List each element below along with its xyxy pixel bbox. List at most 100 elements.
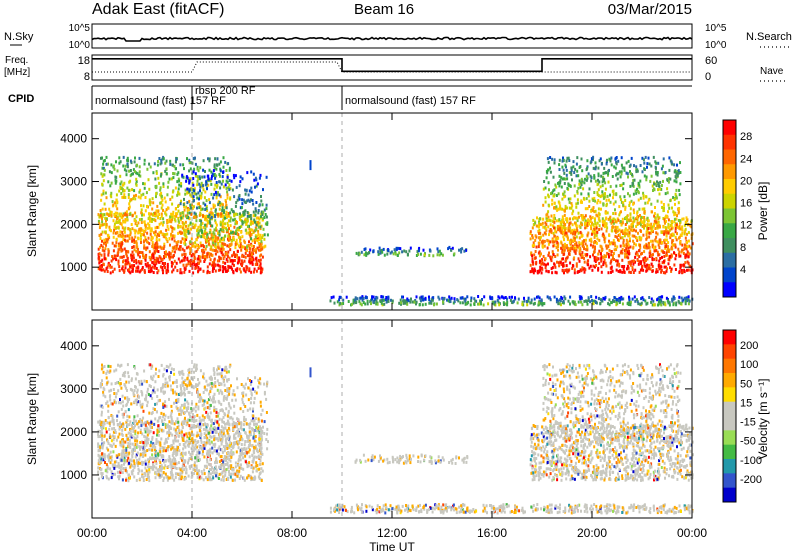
- range-gate-cell: [217, 268, 220, 272]
- range-gate-cell: [564, 228, 567, 232]
- range-gate-cell: [136, 163, 138, 167]
- range-gate-cell: [635, 250, 638, 254]
- range-gate-cell: [620, 295, 623, 299]
- range-gate-cell: [202, 245, 205, 249]
- range-gate-cell: [538, 296, 541, 300]
- range-gate-cell: [514, 296, 516, 300]
- range-gate-cell: [587, 263, 590, 267]
- range-gate-cell: [532, 218, 535, 222]
- range-gate-cell: [667, 241, 670, 245]
- range-gate-cell: [618, 213, 621, 217]
- range-gate-cell: [642, 191, 645, 195]
- range-gate-cell: [244, 247, 247, 250]
- range-gate-cell: [630, 225, 633, 229]
- range-gate-cell: [169, 162, 172, 166]
- range-gate-cell: [581, 214, 584, 218]
- range-gate-cell: [625, 249, 627, 253]
- range-gate-cell: [547, 181, 550, 185]
- range-gate-cell: [614, 200, 617, 204]
- range-gate-cell: [165, 167, 168, 171]
- range-gate-cell: [570, 202, 573, 206]
- range-gate-cell: [159, 256, 162, 260]
- range-gate-cell: [199, 225, 202, 229]
- range-gate-cell: [222, 228, 225, 232]
- range-gate-cell: [586, 233, 589, 237]
- range-gate-cell: [413, 300, 416, 304]
- range-gate-cell: [177, 219, 180, 223]
- range-gate-cell: [192, 183, 195, 187]
- range-gate-cell: [193, 424, 196, 427]
- range-gate-cell: [382, 298, 385, 302]
- range-gate-cell: [651, 269, 654, 273]
- range-gate-cell: [263, 233, 266, 237]
- range-gate-cell: [200, 223, 203, 226]
- range-gate-cell: [540, 223, 543, 227]
- range-gate-cell: [627, 192, 629, 196]
- range-gate-cell: [682, 217, 685, 221]
- range-gate-cell: [117, 259, 120, 263]
- range-gate-cell: [568, 223, 571, 226]
- range-gate-cell: [113, 244, 116, 248]
- range-gate-cell: [550, 231, 553, 235]
- range-gate-cell: [216, 475, 219, 479]
- freq-label-line2: [MHz]: [4, 67, 30, 78]
- range-gate-cell: [103, 159, 106, 162]
- range-gate-cell: [122, 212, 125, 216]
- range-gate-cell: [538, 254, 541, 258]
- range-gate-cell: [240, 230, 243, 234]
- range-gate-cell: [372, 300, 375, 304]
- range-gate-cell: [382, 247, 385, 251]
- date-title: 03/Mar/2015: [608, 1, 692, 18]
- range-gate-cell: [687, 302, 690, 306]
- range-gate-cell: [429, 249, 432, 253]
- range-gate-cell: [667, 218, 670, 222]
- range-gate-cell: [509, 298, 512, 302]
- range-gate-cell: [228, 265, 231, 269]
- range-gate-cell: [241, 220, 244, 224]
- range-gate-cell: [140, 445, 142, 449]
- range-gate-cell: [516, 301, 519, 305]
- range-gate-cell: [406, 302, 409, 306]
- range-gate-cell: [143, 182, 146, 186]
- range-gate-cell: [619, 175, 622, 179]
- range-gate-cell: [250, 232, 253, 236]
- range-gate-cell: [598, 212, 601, 216]
- range-gate-cell: [561, 248, 564, 252]
- range-gate-cell: [120, 223, 123, 227]
- range-gate-cell: [557, 302, 560, 306]
- range-gate-cell: [593, 174, 596, 178]
- range-gate-cell: [571, 223, 574, 227]
- range-gate-cell: [190, 206, 193, 210]
- range-gate-cell: [262, 425, 264, 429]
- range-gate-cell: [243, 240, 246, 244]
- range-gate-cell: [559, 204, 562, 208]
- range-gate-cell: [126, 239, 129, 243]
- range-gate-cell: [656, 240, 659, 244]
- range-gate-cell: [599, 244, 602, 248]
- range-gate-cell: [214, 190, 217, 194]
- range-gate-cell: [656, 180, 658, 184]
- range-gate-cell: [240, 206, 243, 210]
- range-gate-cell: [166, 193, 169, 197]
- range-gate-cell: [689, 224, 692, 228]
- range-gate-cell: [396, 254, 399, 257]
- range-gate-cell: [606, 226, 609, 230]
- range-gate-cell: [265, 215, 268, 219]
- range-gate-cell: [620, 170, 623, 174]
- range-gate-cell: [571, 247, 574, 251]
- range-gate-cell: [161, 198, 164, 202]
- range-gate-cell: [169, 255, 172, 259]
- range-gate-cell: [576, 229, 579, 233]
- range-gate-cell: [227, 245, 230, 248]
- range-gate-cell: [566, 217, 569, 221]
- range-gate-cell: [210, 170, 213, 174]
- range-gate-cell: [133, 194, 135, 198]
- range-gate-cell: [571, 266, 574, 270]
- range-gate-cell: [238, 184, 241, 188]
- range-gate-cell: [166, 219, 169, 222]
- range-gate-cell: [110, 181, 113, 185]
- range-gate-cell: [606, 194, 609, 198]
- range-gate-cell: [442, 300, 444, 304]
- range-gate-cell: [133, 445, 136, 449]
- range-gate-cell: [104, 419, 107, 422]
